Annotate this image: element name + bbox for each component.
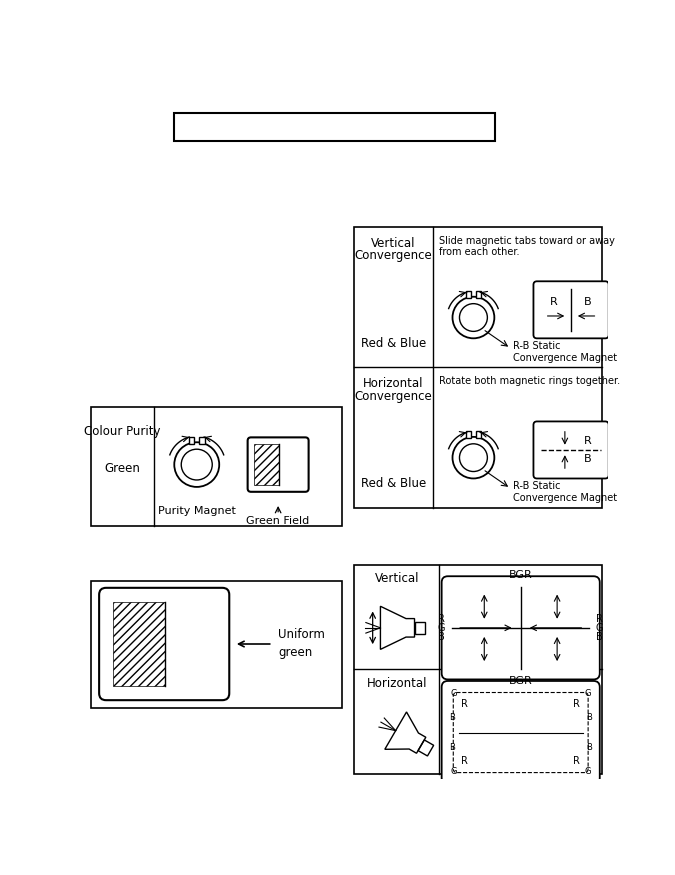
Text: R: R [462, 756, 468, 766]
Text: Colour Purity: Colour Purity [84, 425, 161, 438]
Text: Convergence: Convergence [355, 249, 433, 262]
Text: R: R [573, 756, 580, 766]
Text: from each other.: from each other. [439, 247, 520, 257]
Text: BGR: BGR [509, 570, 533, 580]
Bar [466, 291, 471, 298]
Text: R: R [438, 613, 445, 624]
Text: G: G [596, 623, 603, 633]
FancyBboxPatch shape [99, 588, 230, 700]
FancyBboxPatch shape [533, 281, 609, 339]
Text: B: B [586, 712, 592, 722]
Bar [173, 113, 495, 141]
Text: B: B [586, 744, 592, 752]
FancyBboxPatch shape [533, 422, 609, 479]
Text: B: B [438, 632, 445, 642]
Text: BGR: BGR [509, 676, 533, 686]
Text: R-B Static: R-B Static [513, 481, 560, 491]
Text: Vertical: Vertical [371, 237, 416, 250]
Text: R: R [585, 436, 592, 445]
Bar [354, 227, 602, 507]
Bar [189, 437, 194, 444]
Text: Rotate both magnetic rings together.: Rotate both magnetic rings together. [439, 375, 620, 386]
Text: Horizontal: Horizontal [367, 676, 427, 690]
FancyBboxPatch shape [441, 681, 600, 784]
Bar [476, 431, 481, 438]
Text: Red & Blue: Red & Blue [361, 337, 426, 350]
Text: B: B [585, 298, 592, 307]
Text: R: R [550, 298, 558, 307]
Text: Convergence Magnet: Convergence Magnet [513, 353, 617, 362]
FancyBboxPatch shape [248, 438, 308, 492]
Bar [199, 437, 205, 444]
Text: Convergence: Convergence [355, 389, 433, 402]
Text: Uniform: Uniform [278, 628, 325, 641]
Text: R: R [596, 613, 603, 624]
Text: G: G [584, 767, 591, 776]
Text: B: B [585, 454, 592, 465]
Bar [354, 564, 602, 774]
Text: B: B [597, 632, 603, 642]
Text: Red & Blue: Red & Blue [361, 478, 426, 490]
Bar [414, 621, 425, 634]
Text: Purity Magnet: Purity Magnet [158, 506, 236, 515]
Bar [254, 444, 279, 485]
Text: B: B [450, 744, 456, 752]
Text: R-B Static: R-B Static [513, 341, 560, 351]
FancyBboxPatch shape [441, 577, 600, 679]
Text: Green: Green [105, 462, 140, 475]
Text: G: G [438, 623, 446, 633]
Bar [466, 431, 471, 438]
Bar [90, 407, 342, 526]
Text: G: G [451, 767, 457, 776]
Bar [113, 602, 165, 686]
Text: R: R [462, 699, 468, 709]
Bar [476, 291, 481, 298]
Text: Convergence Magnet: Convergence Magnet [513, 493, 617, 503]
Text: G: G [451, 689, 457, 697]
Text: Vertical: Vertical [375, 572, 419, 585]
Text: B: B [450, 712, 456, 722]
Text: Slide magnetic tabs toward or away: Slide magnetic tabs toward or away [439, 235, 615, 246]
Text: Green Field: Green Field [246, 515, 310, 526]
Text: G: G [584, 689, 591, 697]
Text: Horizontal: Horizontal [363, 377, 424, 390]
Text: green: green [278, 646, 313, 659]
Bar [90, 581, 342, 708]
Text: R: R [573, 699, 580, 709]
